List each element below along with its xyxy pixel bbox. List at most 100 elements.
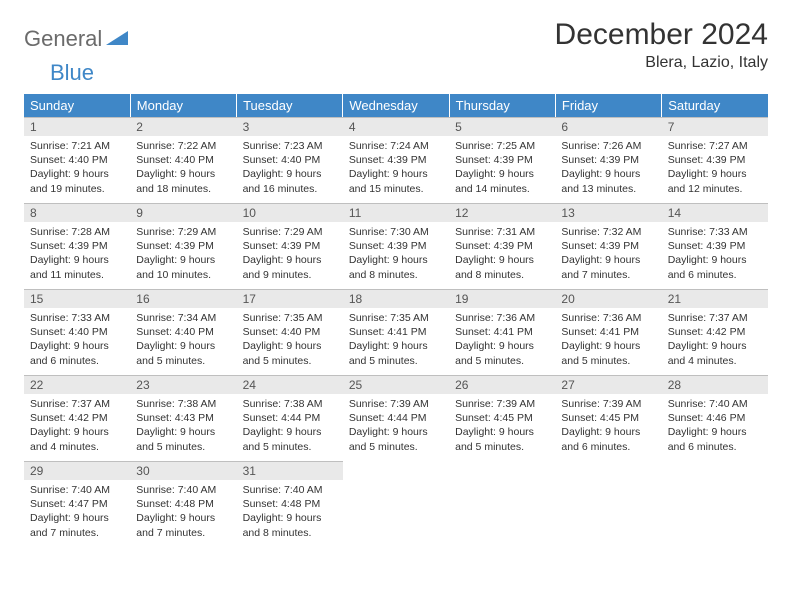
daylight-text: Daylight: 9 hours and 6 minutes.	[30, 339, 124, 367]
daylight-text: Daylight: 9 hours and 19 minutes.	[30, 167, 124, 195]
sunrise-text: Sunrise: 7:21 AM	[30, 139, 124, 153]
week-row: 1Sunrise: 7:21 AMSunset: 4:40 PMDaylight…	[24, 117, 768, 203]
week-row: 22Sunrise: 7:37 AMSunset: 4:42 PMDayligh…	[24, 375, 768, 461]
day-cell: 18Sunrise: 7:35 AMSunset: 4:41 PMDayligh…	[343, 289, 449, 375]
sunset-text: Sunset: 4:39 PM	[561, 239, 655, 253]
day-number: 1	[24, 117, 130, 136]
day-data: Sunrise: 7:39 AMSunset: 4:44 PMDaylight:…	[343, 394, 449, 460]
location-text: Blera, Lazio, Italy	[555, 54, 768, 72]
day-cell: 16Sunrise: 7:34 AMSunset: 4:40 PMDayligh…	[130, 289, 236, 375]
day-number: 5	[449, 117, 555, 136]
day-number: 22	[24, 375, 130, 394]
sunrise-text: Sunrise: 7:30 AM	[349, 225, 443, 239]
day-number: 12	[449, 203, 555, 222]
daylight-text: Daylight: 9 hours and 5 minutes.	[243, 425, 337, 453]
col-friday: Friday	[555, 94, 661, 117]
sunrise-text: Sunrise: 7:38 AM	[136, 397, 230, 411]
sunset-text: Sunset: 4:40 PM	[243, 153, 337, 167]
daylight-text: Daylight: 9 hours and 7 minutes.	[561, 253, 655, 281]
sunrise-text: Sunrise: 7:24 AM	[349, 139, 443, 153]
day-data: Sunrise: 7:30 AMSunset: 4:39 PMDaylight:…	[343, 222, 449, 288]
daylight-text: Daylight: 9 hours and 5 minutes.	[136, 339, 230, 367]
sunrise-text: Sunrise: 7:40 AM	[136, 483, 230, 497]
day-cell: 29Sunrise: 7:40 AMSunset: 4:47 PMDayligh…	[24, 461, 130, 547]
day-number: 30	[130, 461, 236, 480]
day-cell: 9Sunrise: 7:29 AMSunset: 4:39 PMDaylight…	[130, 203, 236, 289]
day-data: Sunrise: 7:40 AMSunset: 4:46 PMDaylight:…	[662, 394, 768, 460]
daylight-text: Daylight: 9 hours and 7 minutes.	[136, 511, 230, 539]
day-cell: 21Sunrise: 7:37 AMSunset: 4:42 PMDayligh…	[662, 289, 768, 375]
sunrise-text: Sunrise: 7:39 AM	[561, 397, 655, 411]
sunset-text: Sunset: 4:41 PM	[561, 325, 655, 339]
sunset-text: Sunset: 4:47 PM	[30, 497, 124, 511]
page: General December 2024 Blera, Lazio, Ital…	[0, 0, 792, 565]
day-number: 11	[343, 203, 449, 222]
day-data: Sunrise: 7:32 AMSunset: 4:39 PMDaylight:…	[555, 222, 661, 288]
day-number: 13	[555, 203, 661, 222]
sunset-text: Sunset: 4:39 PM	[243, 239, 337, 253]
day-number: 19	[449, 289, 555, 308]
day-cell: 12Sunrise: 7:31 AMSunset: 4:39 PMDayligh…	[449, 203, 555, 289]
sunset-text: Sunset: 4:39 PM	[561, 153, 655, 167]
day-cell: 17Sunrise: 7:35 AMSunset: 4:40 PMDayligh…	[237, 289, 343, 375]
day-cell: 25Sunrise: 7:39 AMSunset: 4:44 PMDayligh…	[343, 375, 449, 461]
day-data: Sunrise: 7:36 AMSunset: 4:41 PMDaylight:…	[449, 308, 555, 374]
daylight-text: Daylight: 9 hours and 4 minutes.	[668, 339, 762, 367]
day-number: 7	[662, 117, 768, 136]
col-sunday: Sunday	[24, 94, 130, 117]
day-data: Sunrise: 7:25 AMSunset: 4:39 PMDaylight:…	[449, 136, 555, 202]
daylight-text: Daylight: 9 hours and 15 minutes.	[349, 167, 443, 195]
daylight-text: Daylight: 9 hours and 18 minutes.	[136, 167, 230, 195]
daylight-text: Daylight: 9 hours and 6 minutes.	[561, 425, 655, 453]
sunset-text: Sunset: 4:44 PM	[349, 411, 443, 425]
day-data: Sunrise: 7:22 AMSunset: 4:40 PMDaylight:…	[130, 136, 236, 202]
sunrise-text: Sunrise: 7:39 AM	[349, 397, 443, 411]
daylight-text: Daylight: 9 hours and 4 minutes.	[30, 425, 124, 453]
day-cell: 31Sunrise: 7:40 AMSunset: 4:48 PMDayligh…	[237, 461, 343, 547]
sunset-text: Sunset: 4:39 PM	[668, 239, 762, 253]
daylight-text: Daylight: 9 hours and 12 minutes.	[668, 167, 762, 195]
sunrise-text: Sunrise: 7:40 AM	[30, 483, 124, 497]
day-number: 18	[343, 289, 449, 308]
day-data: Sunrise: 7:38 AMSunset: 4:44 PMDaylight:…	[237, 394, 343, 460]
sunset-text: Sunset: 4:40 PM	[30, 325, 124, 339]
sunrise-text: Sunrise: 7:31 AM	[455, 225, 549, 239]
daylight-text: Daylight: 9 hours and 11 minutes.	[30, 253, 124, 281]
sunset-text: Sunset: 4:45 PM	[455, 411, 549, 425]
daylight-text: Daylight: 9 hours and 16 minutes.	[243, 167, 337, 195]
daylight-text: Daylight: 9 hours and 5 minutes.	[349, 425, 443, 453]
day-number: 4	[343, 117, 449, 136]
logo-word-2: Blue	[50, 60, 94, 85]
sunrise-text: Sunrise: 7:33 AM	[30, 311, 124, 325]
sunrise-text: Sunrise: 7:36 AM	[455, 311, 549, 325]
sunrise-text: Sunrise: 7:25 AM	[455, 139, 549, 153]
col-monday: Monday	[130, 94, 236, 117]
day-cell: 8Sunrise: 7:28 AMSunset: 4:39 PMDaylight…	[24, 203, 130, 289]
day-data: Sunrise: 7:28 AMSunset: 4:39 PMDaylight:…	[24, 222, 130, 288]
week-row: 15Sunrise: 7:33 AMSunset: 4:40 PMDayligh…	[24, 289, 768, 375]
day-number: 3	[237, 117, 343, 136]
day-data: Sunrise: 7:35 AMSunset: 4:40 PMDaylight:…	[237, 308, 343, 374]
sunset-text: Sunset: 4:39 PM	[668, 153, 762, 167]
logo-word-1: General	[24, 26, 102, 52]
day-cell: 3 Sunrise: 7:23 AMSunset: 4:40 PMDaylight…	[237, 117, 343, 203]
sunrise-text: Sunrise: 7:27 AM	[668, 139, 762, 153]
daylight-text: Daylight: 9 hours and 8 minutes.	[349, 253, 443, 281]
sunrise-text: Sunrise: 7:36 AM	[561, 311, 655, 325]
sunset-text: Sunset: 4:39 PM	[349, 239, 443, 253]
daylight-text: Daylight: 9 hours and 5 minutes.	[561, 339, 655, 367]
sunset-text: Sunset: 4:41 PM	[455, 325, 549, 339]
day-cell: 19Sunrise: 7:36 AMSunset: 4:41 PMDayligh…	[449, 289, 555, 375]
day-cell: 5Sunrise: 7:25 AMSunset: 4:39 PMDaylight…	[449, 117, 555, 203]
day-cell: 22Sunrise: 7:37 AMSunset: 4:42 PMDayligh…	[24, 375, 130, 461]
daylight-text: Daylight: 9 hours and 5 minutes.	[455, 425, 549, 453]
sunset-text: Sunset: 4:40 PM	[136, 325, 230, 339]
sunrise-text: Sunrise: 7:23 AM	[243, 139, 337, 153]
title-block: December 2024 Blera, Lazio, Italy	[555, 18, 768, 72]
day-data: Sunrise: 7:38 AMSunset: 4:43 PMDaylight:…	[130, 394, 236, 460]
daylight-text: Daylight: 9 hours and 13 minutes.	[561, 167, 655, 195]
day-data: Sunrise: 7:33 AMSunset: 4:39 PMDaylight:…	[662, 222, 768, 288]
sunset-text: Sunset: 4:40 PM	[30, 153, 124, 167]
day-data: Sunrise: 7:36 AMSunset: 4:41 PMDaylight:…	[555, 308, 661, 374]
calendar-body: 1Sunrise: 7:21 AMSunset: 4:40 PMDaylight…	[24, 117, 768, 547]
